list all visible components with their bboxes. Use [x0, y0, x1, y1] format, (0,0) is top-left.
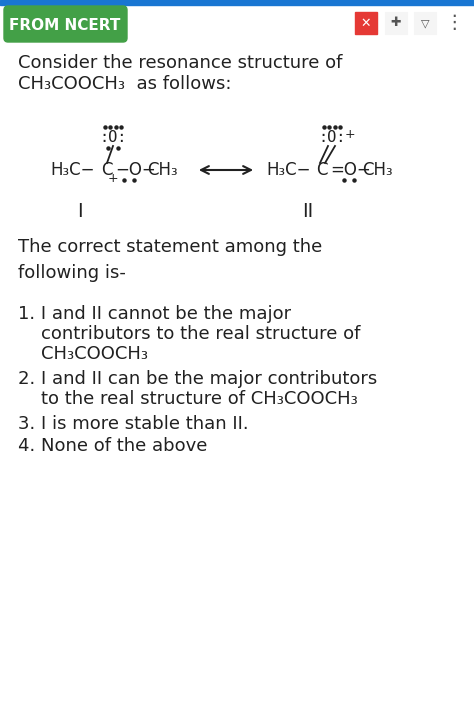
- Bar: [355, 12, 377, 34]
- Text: ✕: ✕: [361, 16, 371, 29]
- Text: ⋮: ⋮: [444, 14, 464, 33]
- Text: Consider the resonance structure of: Consider the resonance structure of: [18, 54, 342, 72]
- Text: 4. None of the above: 4. None of the above: [18, 437, 207, 455]
- Text: to the real structure of CH₃COOCH₃: to the real structure of CH₃COOCH₃: [18, 390, 358, 408]
- Text: ▽: ▽: [421, 18, 429, 28]
- Text: II: II: [302, 202, 314, 221]
- Text: I: I: [77, 202, 83, 221]
- Text: CH₃COOCH₃  as follows:: CH₃COOCH₃ as follows:: [18, 75, 231, 93]
- Bar: [0, 0, 474, 5]
- Text: H₃C−: H₃C−: [50, 161, 94, 179]
- Bar: [414, 12, 436, 34]
- Text: H₃C−: H₃C−: [266, 161, 310, 179]
- Text: CH₃: CH₃: [362, 161, 392, 179]
- Text: 1. I and II cannot be the major: 1. I and II cannot be the major: [18, 305, 291, 323]
- Text: :O:: :O:: [100, 131, 127, 146]
- Text: contributors to the real structure of: contributors to the real structure of: [18, 325, 360, 343]
- Text: +: +: [345, 128, 356, 141]
- Text: 3. I is more stable than II.: 3. I is more stable than II.: [18, 415, 249, 433]
- Text: CH₃: CH₃: [147, 161, 178, 179]
- Text: CH₃COOCH₃: CH₃COOCH₃: [18, 345, 148, 363]
- Text: FROM NCERT: FROM NCERT: [9, 18, 121, 33]
- Text: +: +: [108, 173, 118, 186]
- Text: C: C: [316, 161, 328, 179]
- Text: −O−: −O−: [115, 161, 156, 179]
- Text: :O:: :O:: [319, 131, 346, 146]
- Bar: [385, 12, 407, 34]
- Text: =O−: =O−: [330, 161, 371, 179]
- Text: The correct statement among the
following is-: The correct statement among the followin…: [18, 238, 322, 282]
- Text: 2. I and II can be the major contributors: 2. I and II can be the major contributor…: [18, 370, 377, 388]
- Text: C: C: [101, 161, 113, 179]
- FancyBboxPatch shape: [4, 6, 127, 42]
- Text: ✚: ✚: [391, 16, 401, 29]
